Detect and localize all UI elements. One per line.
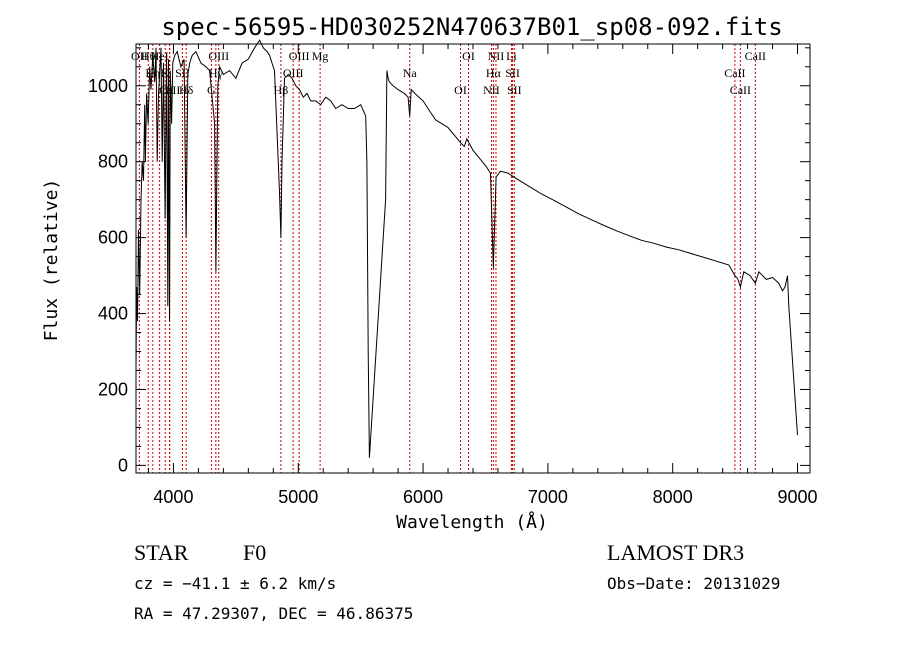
observation-date: Obs−Date: 20131029 bbox=[607, 574, 781, 593]
line-label-20: NII bbox=[483, 83, 500, 97]
line-label-13: OIII bbox=[283, 66, 304, 80]
line-label-8: CaII bbox=[159, 83, 180, 97]
line-label-19: Hα bbox=[486, 66, 502, 80]
y-tick-label-1000: 1000 bbox=[88, 76, 128, 96]
line-label-16: Na bbox=[403, 66, 418, 80]
line-label-26: CaII bbox=[730, 83, 751, 97]
line-label-7: Hη bbox=[145, 66, 160, 80]
y-tick-label-0: 0 bbox=[118, 455, 128, 475]
line-label-18: OI bbox=[462, 49, 475, 63]
y-tick-label-400: 400 bbox=[98, 304, 128, 324]
y-axis-label: Flux (relative) bbox=[41, 179, 62, 342]
x-axis-label: Wavelength (Å) bbox=[396, 511, 548, 533]
spectral-line-markers bbox=[138, 44, 756, 473]
ra-dec-coordinates: RA = 47.29307, DEC = 46.86375 bbox=[134, 604, 414, 623]
y-tick-label-600: 600 bbox=[98, 228, 128, 248]
x-tick-label-5000: 5000 bbox=[278, 487, 318, 507]
x-tick-label-8000: 8000 bbox=[653, 487, 693, 507]
x-axis-ticks: 4000 5000 6000 7000 8000 9000 bbox=[147, 44, 818, 507]
spectrum-series-line bbox=[135, 39, 798, 458]
line-label-23: SII bbox=[507, 83, 522, 97]
y-tick-label-200: 200 bbox=[98, 379, 128, 399]
survey-name: LAMOST DR3 bbox=[607, 540, 745, 565]
line-label-22: SII bbox=[505, 66, 520, 80]
line-label-25: CaII bbox=[724, 66, 745, 80]
y-axis-ticks: 0 200 400 600 800 1000 bbox=[88, 47, 810, 475]
line-label-21: NII bbox=[488, 49, 505, 63]
redshift-cz: cz = −41.1 ± 6.2 km/s bbox=[134, 574, 337, 593]
line-label-15: Mg bbox=[312, 49, 329, 63]
line-label-1: K bbox=[161, 66, 170, 80]
line-label-9: OIII bbox=[208, 49, 229, 63]
object-class: STAR bbox=[134, 540, 189, 565]
line-label-12: OIII bbox=[289, 49, 310, 63]
line-label-17: OI bbox=[454, 83, 467, 97]
x-tick-label-4000: 4000 bbox=[153, 487, 193, 507]
line-label-10: Hγ bbox=[209, 66, 224, 80]
line-label-4: SII bbox=[175, 66, 190, 80]
x-tick-label-9000: 9000 bbox=[777, 487, 817, 507]
x-tick-label-6000: 6000 bbox=[403, 487, 443, 507]
line-label-0: Hθ bbox=[141, 49, 156, 63]
y-tick-label-800: 800 bbox=[98, 152, 128, 172]
line-label-5: Hδ bbox=[179, 83, 194, 97]
x-tick-label-7000: 7000 bbox=[528, 487, 568, 507]
line-label-27: CaII bbox=[745, 49, 766, 63]
line-label-6: OII bbox=[131, 49, 148, 63]
line-label-24: Li bbox=[506, 49, 517, 63]
object-subclass: F0 bbox=[243, 540, 267, 565]
chart-title: spec-56595-HD030252N470637B01_sp08-092.f… bbox=[161, 13, 782, 41]
